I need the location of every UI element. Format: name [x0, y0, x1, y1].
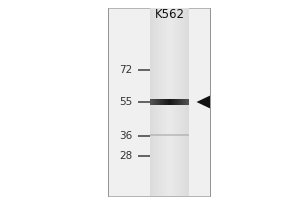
Bar — [170, 8, 172, 196]
Bar — [185, 8, 186, 196]
Bar — [150, 134, 189, 136]
Bar — [173, 99, 175, 105]
Bar — [183, 99, 185, 105]
Bar — [181, 99, 183, 105]
Polygon shape — [196, 96, 210, 108]
Bar — [160, 99, 162, 105]
Bar — [138, 135, 150, 137]
Bar — [188, 8, 189, 196]
Bar — [150, 8, 189, 196]
Bar — [152, 99, 154, 105]
Bar — [162, 99, 164, 105]
Bar — [164, 8, 165, 196]
Text: 72: 72 — [119, 65, 132, 75]
Bar — [151, 8, 152, 196]
Bar — [174, 8, 175, 196]
Bar — [183, 8, 184, 196]
Bar — [186, 8, 187, 196]
Bar — [161, 8, 162, 196]
Text: 55: 55 — [119, 97, 132, 107]
Bar — [150, 8, 151, 196]
Bar — [108, 8, 210, 196]
Text: 28: 28 — [119, 151, 132, 161]
Bar — [158, 99, 160, 105]
Bar — [177, 99, 179, 105]
Bar — [168, 99, 169, 105]
Bar — [154, 99, 156, 105]
Bar — [182, 8, 183, 196]
Bar — [181, 8, 182, 196]
Text: K562: K562 — [154, 7, 184, 21]
Bar — [187, 99, 189, 105]
Bar — [166, 8, 167, 196]
Bar — [169, 8, 170, 196]
Bar — [165, 8, 166, 196]
Bar — [163, 8, 164, 196]
Bar — [175, 99, 177, 105]
Bar — [173, 8, 174, 196]
Bar — [153, 8, 154, 196]
Bar — [177, 8, 178, 196]
Bar — [167, 8, 168, 196]
Bar — [138, 101, 150, 103]
Bar — [168, 8, 169, 196]
Bar — [184, 8, 185, 196]
Bar — [179, 8, 180, 196]
Bar — [160, 8, 161, 196]
Bar — [164, 99, 166, 105]
Bar — [178, 8, 179, 196]
Bar — [180, 8, 181, 196]
Bar — [152, 8, 153, 196]
Bar — [138, 69, 150, 71]
Bar — [187, 8, 188, 196]
Bar — [159, 8, 160, 196]
Bar — [179, 99, 181, 105]
Bar — [169, 99, 171, 105]
Bar — [157, 8, 158, 196]
Bar — [175, 8, 176, 196]
Bar — [158, 8, 159, 196]
Bar — [166, 99, 168, 105]
Text: 36: 36 — [119, 131, 132, 141]
Bar — [172, 8, 173, 196]
Bar — [150, 99, 152, 105]
Bar — [154, 8, 155, 196]
Bar — [156, 8, 157, 196]
Bar — [172, 99, 173, 105]
Bar — [162, 8, 163, 196]
Bar — [169, 8, 170, 196]
Bar — [176, 8, 177, 196]
Bar — [185, 99, 187, 105]
Bar — [156, 99, 158, 105]
Bar — [155, 8, 156, 196]
Bar — [138, 155, 150, 157]
